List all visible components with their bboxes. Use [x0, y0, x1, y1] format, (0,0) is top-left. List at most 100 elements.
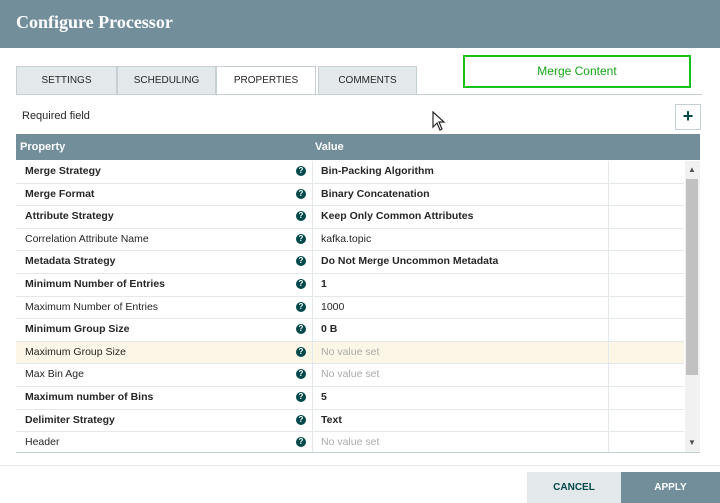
property-value[interactable]: No value set [321, 345, 380, 358]
add-property-button[interactable]: + [675, 104, 701, 130]
question-circle-icon[interactable]: ? [296, 369, 306, 380]
column-divider [312, 251, 313, 273]
property-value[interactable]: 1 [321, 277, 327, 290]
property-value[interactable]: 1000 [321, 300, 345, 313]
table-row[interactable]: Attribute Strategy? Keep Only Common Attr… [16, 206, 684, 229]
column-divider [608, 251, 609, 273]
property-name: Delimiter Strategy [25, 413, 115, 426]
table-row[interactable]: Correlation Attribute Name? kafka.topic [16, 228, 684, 252]
question-circle-icon[interactable]: ? [296, 346, 306, 357]
table-row[interactable]: Maximum Number of Entries? 1000 [16, 296, 684, 320]
property-name: Max Bin Age [25, 368, 84, 381]
column-divider [608, 161, 609, 183]
table-row[interactable]: Merge Format? Binary Concatenation [16, 183, 684, 207]
column-divider [608, 206, 609, 228]
tab-comments[interactable]: COMMENTS [318, 66, 417, 95]
property-name: Merge Strategy [25, 165, 101, 177]
column-header-property: Property [20, 141, 66, 153]
property-value[interactable]: 0 B [321, 323, 338, 336]
table-body: Merge Strategy? Bin-Packing Algorithm Merg… [16, 161, 684, 452]
property-name: Correlation Attribute Name [25, 232, 149, 245]
property-value[interactable]: kafka.topic [321, 232, 372, 245]
table-header: Property Value [16, 134, 700, 160]
property-value[interactable]: 5 [321, 390, 327, 403]
column-divider [608, 432, 609, 452]
table-row[interactable]: Max Bin Age? No value set [16, 364, 684, 387]
property-value[interactable]: Binary Concatenation [321, 187, 430, 200]
column-divider [312, 296, 313, 319]
cancel-button[interactable]: CANCEL [527, 472, 621, 503]
column-header-value: Value [315, 141, 344, 153]
dialog-header: Configure Processor [0, 0, 720, 48]
question-circle-icon[interactable]: ? [296, 256, 306, 267]
column-divider [312, 183, 313, 206]
column-divider [608, 341, 609, 364]
apply-button[interactable]: APPLY [621, 472, 720, 503]
property-name: Metadata Strategy [25, 255, 116, 268]
property-value[interactable]: No value set [321, 436, 380, 449]
property-name: Merge Format [25, 187, 95, 200]
processor-name-label: Merge Content [463, 55, 691, 88]
table-row[interactable]: Delimiter Strategy? Text [16, 409, 684, 433]
column-divider [608, 319, 609, 341]
property-value[interactable]: Text [321, 413, 342, 426]
property-value[interactable]: Keep Only Common Attributes [321, 210, 474, 223]
tab-divider [16, 94, 702, 95]
property-value[interactable]: Do Not Merge Uncommon Metadata [321, 255, 499, 268]
column-divider [312, 273, 313, 296]
column-divider [312, 409, 313, 432]
property-name: Attribute Strategy [25, 210, 114, 223]
column-divider [312, 206, 313, 228]
property-name: Maximum Group Size [25, 345, 126, 358]
column-divider [312, 386, 313, 409]
question-circle-icon[interactable]: ? [296, 211, 306, 222]
column-divider [312, 432, 313, 452]
column-divider [608, 296, 609, 319]
property-name: Minimum Number of Entries [25, 277, 166, 290]
column-divider [608, 273, 609, 296]
dialog-title: Configure Processor [16, 12, 173, 32]
question-circle-icon[interactable]: ? [296, 414, 306, 425]
tab-scheduling[interactable]: SCHEDULING [117, 66, 216, 95]
question-circle-icon[interactable]: ? [296, 188, 306, 199]
question-circle-icon[interactable]: ? [296, 324, 306, 335]
question-circle-icon[interactable]: ? [296, 233, 306, 244]
table-row[interactable]: Minimum Group Size? 0 B [16, 319, 684, 342]
column-divider [312, 341, 313, 364]
property-name: Maximum number of Bins [25, 390, 154, 403]
question-circle-icon[interactable]: ? [296, 391, 306, 402]
column-divider [312, 228, 313, 251]
properties-table: Property Value Merge Strategy? Bin-Packin… [16, 134, 700, 453]
column-divider [312, 364, 313, 386]
required-field-label: Required field [22, 110, 90, 122]
column-divider [312, 319, 313, 341]
tab-settings[interactable]: SETTINGS [16, 66, 117, 95]
column-divider [608, 409, 609, 432]
table-row[interactable]: Merge Strategy? Bin-Packing Algorithm [16, 161, 684, 184]
tab-properties[interactable]: PROPERTIES [216, 66, 316, 96]
question-circle-icon[interactable]: ? [296, 301, 306, 312]
question-circle-icon[interactable]: ? [296, 278, 306, 289]
property-name: Minimum Group Size [25, 323, 130, 336]
table-row[interactable]: Maximum number of Bins? 5 [16, 386, 684, 410]
table-row[interactable]: Maximum Group Size? No value set [16, 341, 684, 365]
mouse-pointer-icon [432, 111, 446, 131]
scroll-down-arrow-icon[interactable]: ▼ [688, 438, 696, 447]
column-divider [608, 183, 609, 206]
column-divider [608, 364, 609, 386]
column-divider [312, 161, 313, 183]
scrollbar-thumb[interactable] [686, 179, 698, 375]
scroll-up-arrow-icon[interactable]: ▲ [688, 165, 696, 174]
footer-divider [0, 465, 720, 466]
table-row[interactable]: Header? No value set [16, 432, 684, 452]
column-divider [608, 386, 609, 409]
question-circle-icon[interactable]: ? [296, 166, 306, 176]
table-row[interactable]: Metadata Strategy? Do Not Merge Uncommon … [16, 251, 684, 274]
property-value[interactable]: Bin-Packing Algorithm [321, 165, 434, 177]
property-value[interactable]: No value set [321, 368, 380, 381]
property-name: Maximum Number of Entries [25, 300, 159, 313]
property-name: Header [25, 436, 60, 449]
table-row[interactable]: Minimum Number of Entries? 1 [16, 273, 684, 297]
question-circle-icon[interactable]: ? [296, 437, 306, 448]
column-divider [608, 228, 609, 251]
